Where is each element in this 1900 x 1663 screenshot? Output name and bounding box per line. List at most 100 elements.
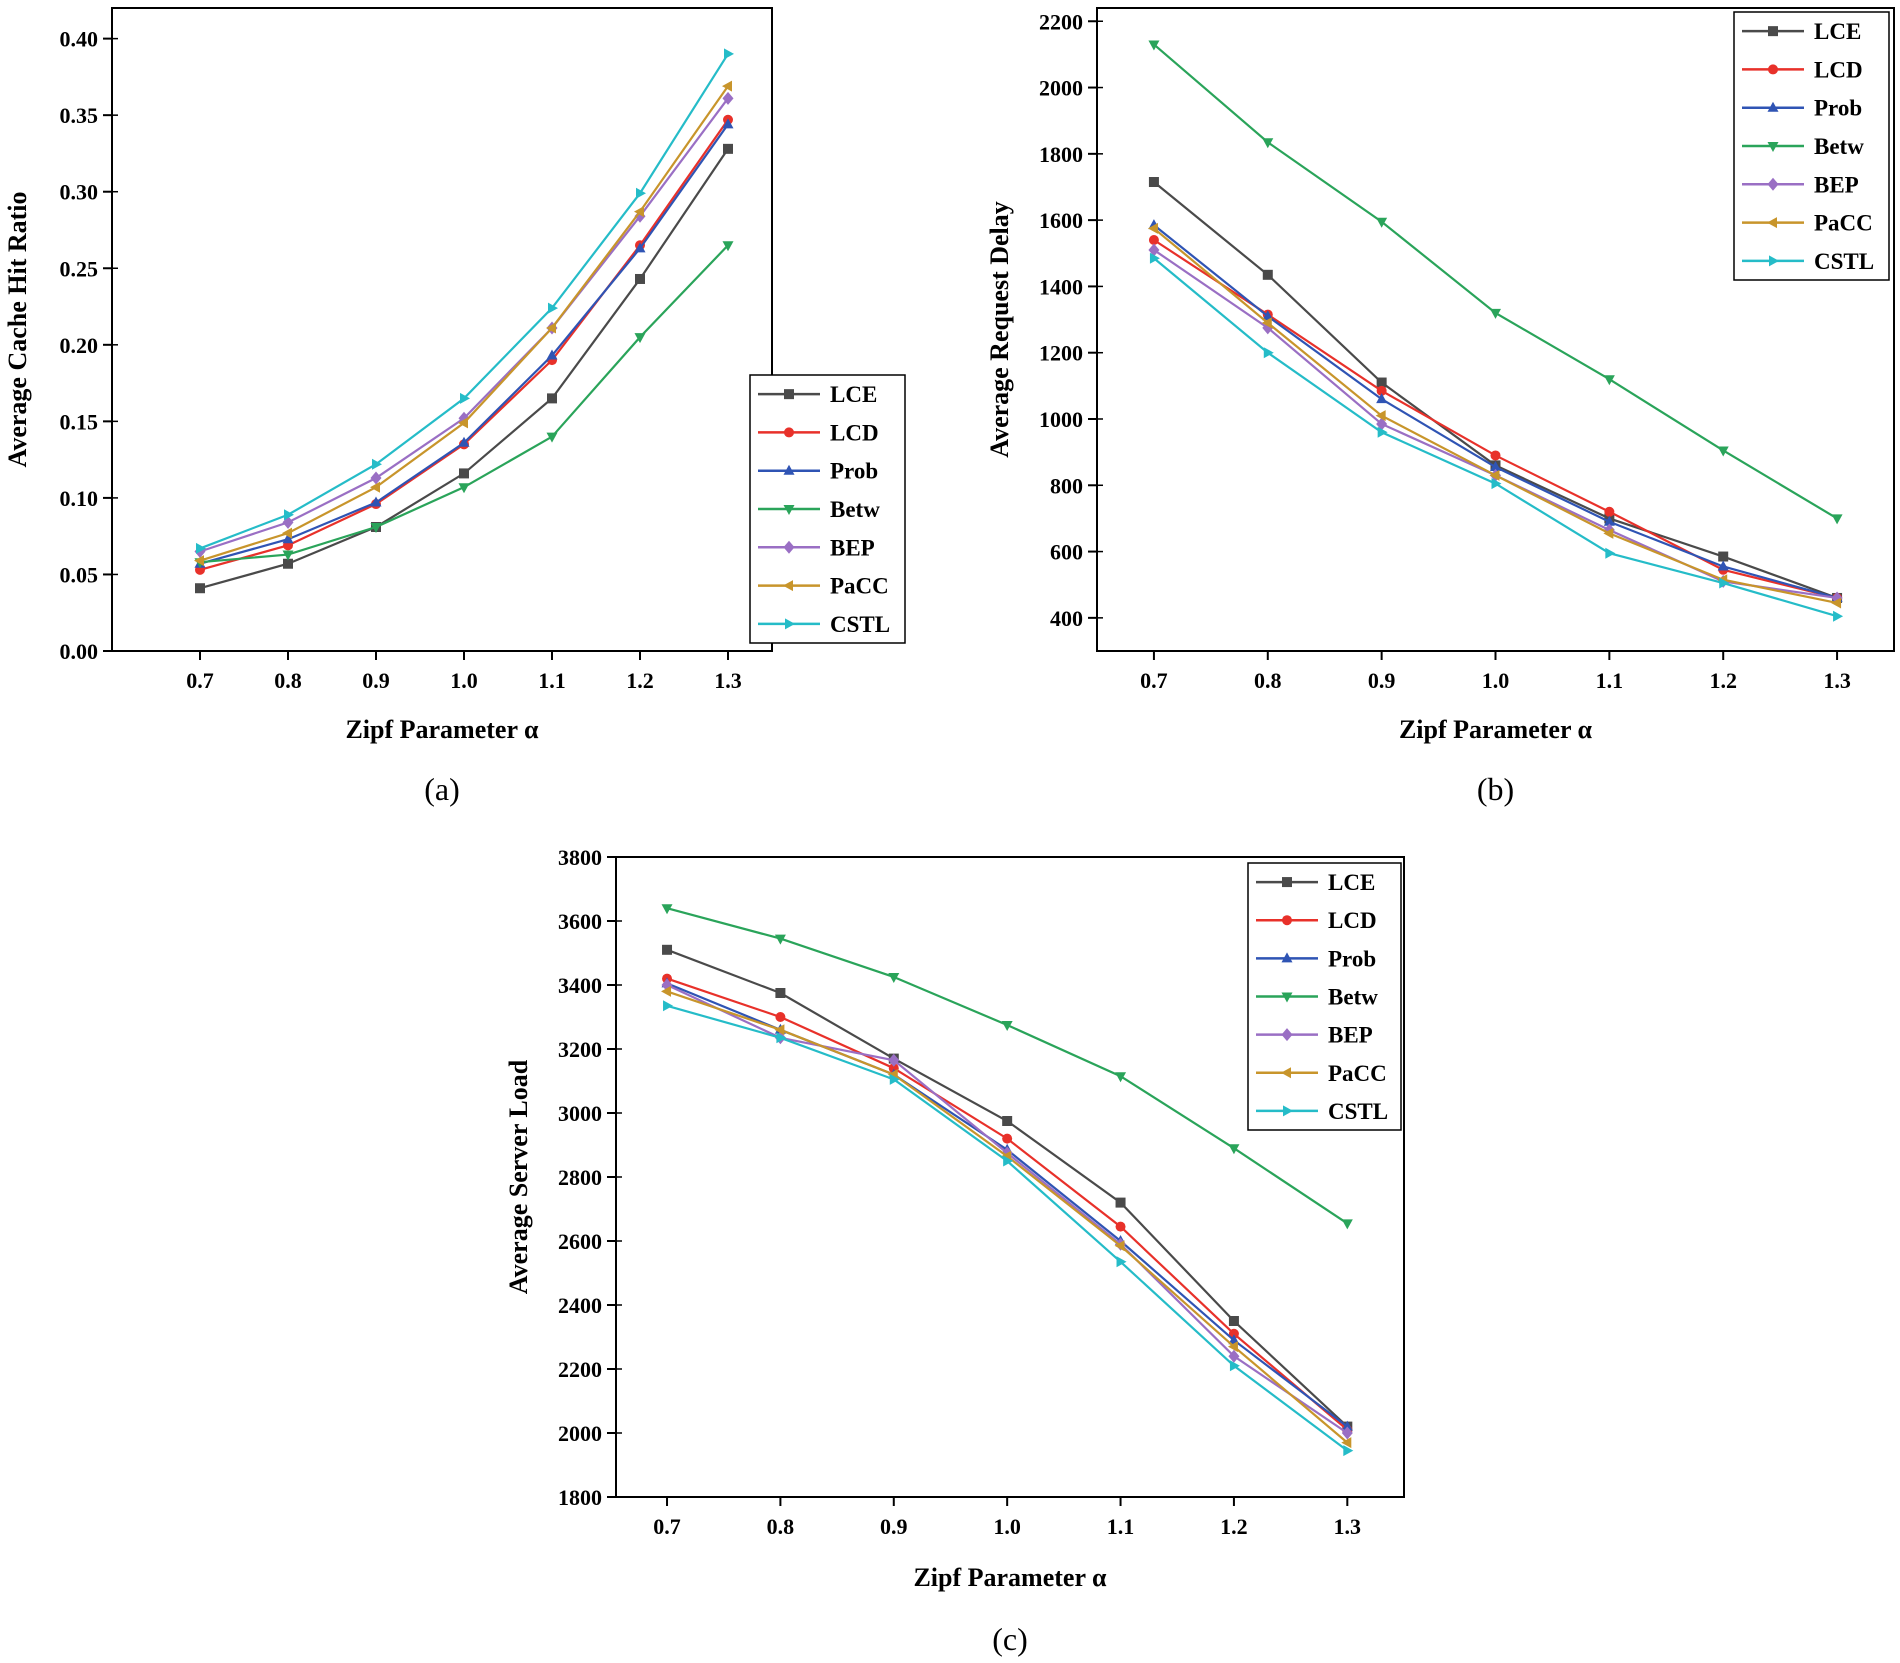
series-pacc	[1147, 222, 1842, 609]
data-point	[1148, 243, 1160, 257]
legend-swatch-marker	[783, 505, 795, 515]
y-tick-label: 0.25	[60, 256, 99, 281]
data-point	[1229, 1360, 1240, 1372]
y-tick-label: 0.05	[60, 562, 99, 587]
data-point	[1262, 138, 1274, 149]
legend-label: Prob	[1328, 946, 1376, 971]
data-point	[1831, 597, 1842, 609]
legend-swatch-marker	[1768, 26, 1778, 37]
y-tick-label: 0.10	[60, 486, 99, 511]
data-point	[1228, 1349, 1240, 1363]
legend-swatch-marker	[1767, 142, 1779, 152]
data-point	[546, 322, 556, 334]
series-pacc	[661, 985, 1352, 1449]
y-tick-label: 1000	[1039, 407, 1083, 432]
legend-swatch-marker	[784, 389, 794, 400]
data-point	[634, 333, 646, 344]
data-point	[662, 944, 673, 955]
data-point	[1489, 469, 1500, 481]
panel-caption: (c)	[992, 1621, 1028, 1657]
data-point	[1376, 377, 1387, 388]
legend-swatch-marker	[1281, 1067, 1291, 1079]
data-point	[636, 187, 646, 199]
plot-frame	[111, 7, 773, 652]
data-point	[1718, 551, 1729, 562]
y-tick-label: 3400	[558, 973, 602, 998]
legend-label: Betw	[830, 497, 880, 522]
data-point	[458, 483, 470, 494]
data-point	[282, 550, 294, 561]
series-line	[1153, 224, 1838, 600]
data-point	[888, 1053, 900, 1067]
data-point	[775, 1012, 786, 1022]
legend-label: PaCC	[830, 574, 889, 599]
data-point	[634, 206, 644, 218]
y-tick-label: 2000	[1039, 76, 1083, 101]
data-point	[1603, 375, 1615, 386]
legend-swatch-marker	[1281, 952, 1293, 963]
series-pacc	[194, 80, 732, 567]
x-tick-label: 0.8	[1254, 668, 1282, 693]
legend-label: Prob	[1814, 96, 1862, 121]
x-tick-label: 0.8	[767, 1514, 795, 1539]
legend-swatch-marker	[783, 540, 795, 554]
series-line	[199, 123, 729, 565]
data-point	[1719, 577, 1730, 589]
x-tick-label: 0.8	[274, 668, 302, 693]
legend-swatch-marker	[784, 427, 794, 438]
legend-swatch-marker	[1281, 1028, 1293, 1042]
data-point	[1375, 410, 1386, 422]
data-point	[1603, 527, 1614, 539]
legend-label: PaCC	[1328, 1061, 1387, 1086]
data-point	[194, 555, 204, 567]
x-tick-label: 1.3	[1334, 1514, 1362, 1539]
data-point	[1149, 252, 1160, 264]
y-tick-label: 0.35	[60, 103, 99, 128]
data-point	[370, 481, 380, 493]
x-axis-title: Zipf Parameter α	[1399, 715, 1593, 744]
legend-label: LCE	[1814, 19, 1861, 44]
data-point	[1376, 217, 1388, 228]
data-point	[1341, 1437, 1352, 1449]
data-point	[1490, 461, 1501, 472]
legend-label: CSTL	[1814, 249, 1874, 274]
x-tick-label: 0.7	[1140, 668, 1168, 693]
legend-label: PaCC	[1814, 211, 1873, 236]
panel-caption: (a)	[424, 771, 460, 807]
data-point	[1833, 610, 1844, 622]
data-point	[722, 241, 734, 252]
data-point	[547, 393, 557, 404]
x-tick-label: 0.9	[880, 1514, 908, 1539]
legend-swatch-marker	[1767, 177, 1779, 191]
legend-label: LCD	[1814, 57, 1863, 82]
data-point	[774, 1024, 785, 1036]
y-tick-label: 1600	[1039, 208, 1083, 233]
data-point	[1115, 1197, 1126, 1208]
data-point	[370, 522, 382, 533]
data-point	[372, 458, 382, 470]
series-lcd	[195, 114, 733, 575]
legend-label: BEP	[830, 535, 875, 560]
data-point	[774, 934, 786, 945]
data-point	[1228, 1328, 1239, 1339]
x-tick-label: 1.3	[714, 668, 742, 693]
y-tick-label: 3800	[558, 845, 602, 870]
data-point	[458, 417, 468, 429]
legend-label: BEP	[1328, 1023, 1373, 1048]
y-tick-label: 2600	[558, 1229, 602, 1254]
y-axis-title: Average Request Delay	[985, 201, 1014, 458]
legend: LCE LCD Prob Betw BEP PaCC CSTL	[1247, 862, 1402, 1131]
data-point	[1116, 1256, 1127, 1268]
x-tick-label: 0.7	[653, 1514, 681, 1539]
series-line	[666, 982, 1348, 1428]
legend-label: Prob	[830, 459, 878, 484]
legend-label: Betw	[1328, 985, 1378, 1010]
data-point	[284, 509, 294, 521]
series-cstl	[663, 1000, 1354, 1457]
x-tick-label: 1.1	[1107, 1514, 1135, 1539]
data-point	[663, 1000, 674, 1012]
y-tick-label: 0.00	[60, 639, 99, 664]
data-point	[1376, 393, 1388, 404]
x-tick-label: 0.9	[1368, 668, 1396, 693]
legend-label: BEP	[1814, 172, 1859, 197]
